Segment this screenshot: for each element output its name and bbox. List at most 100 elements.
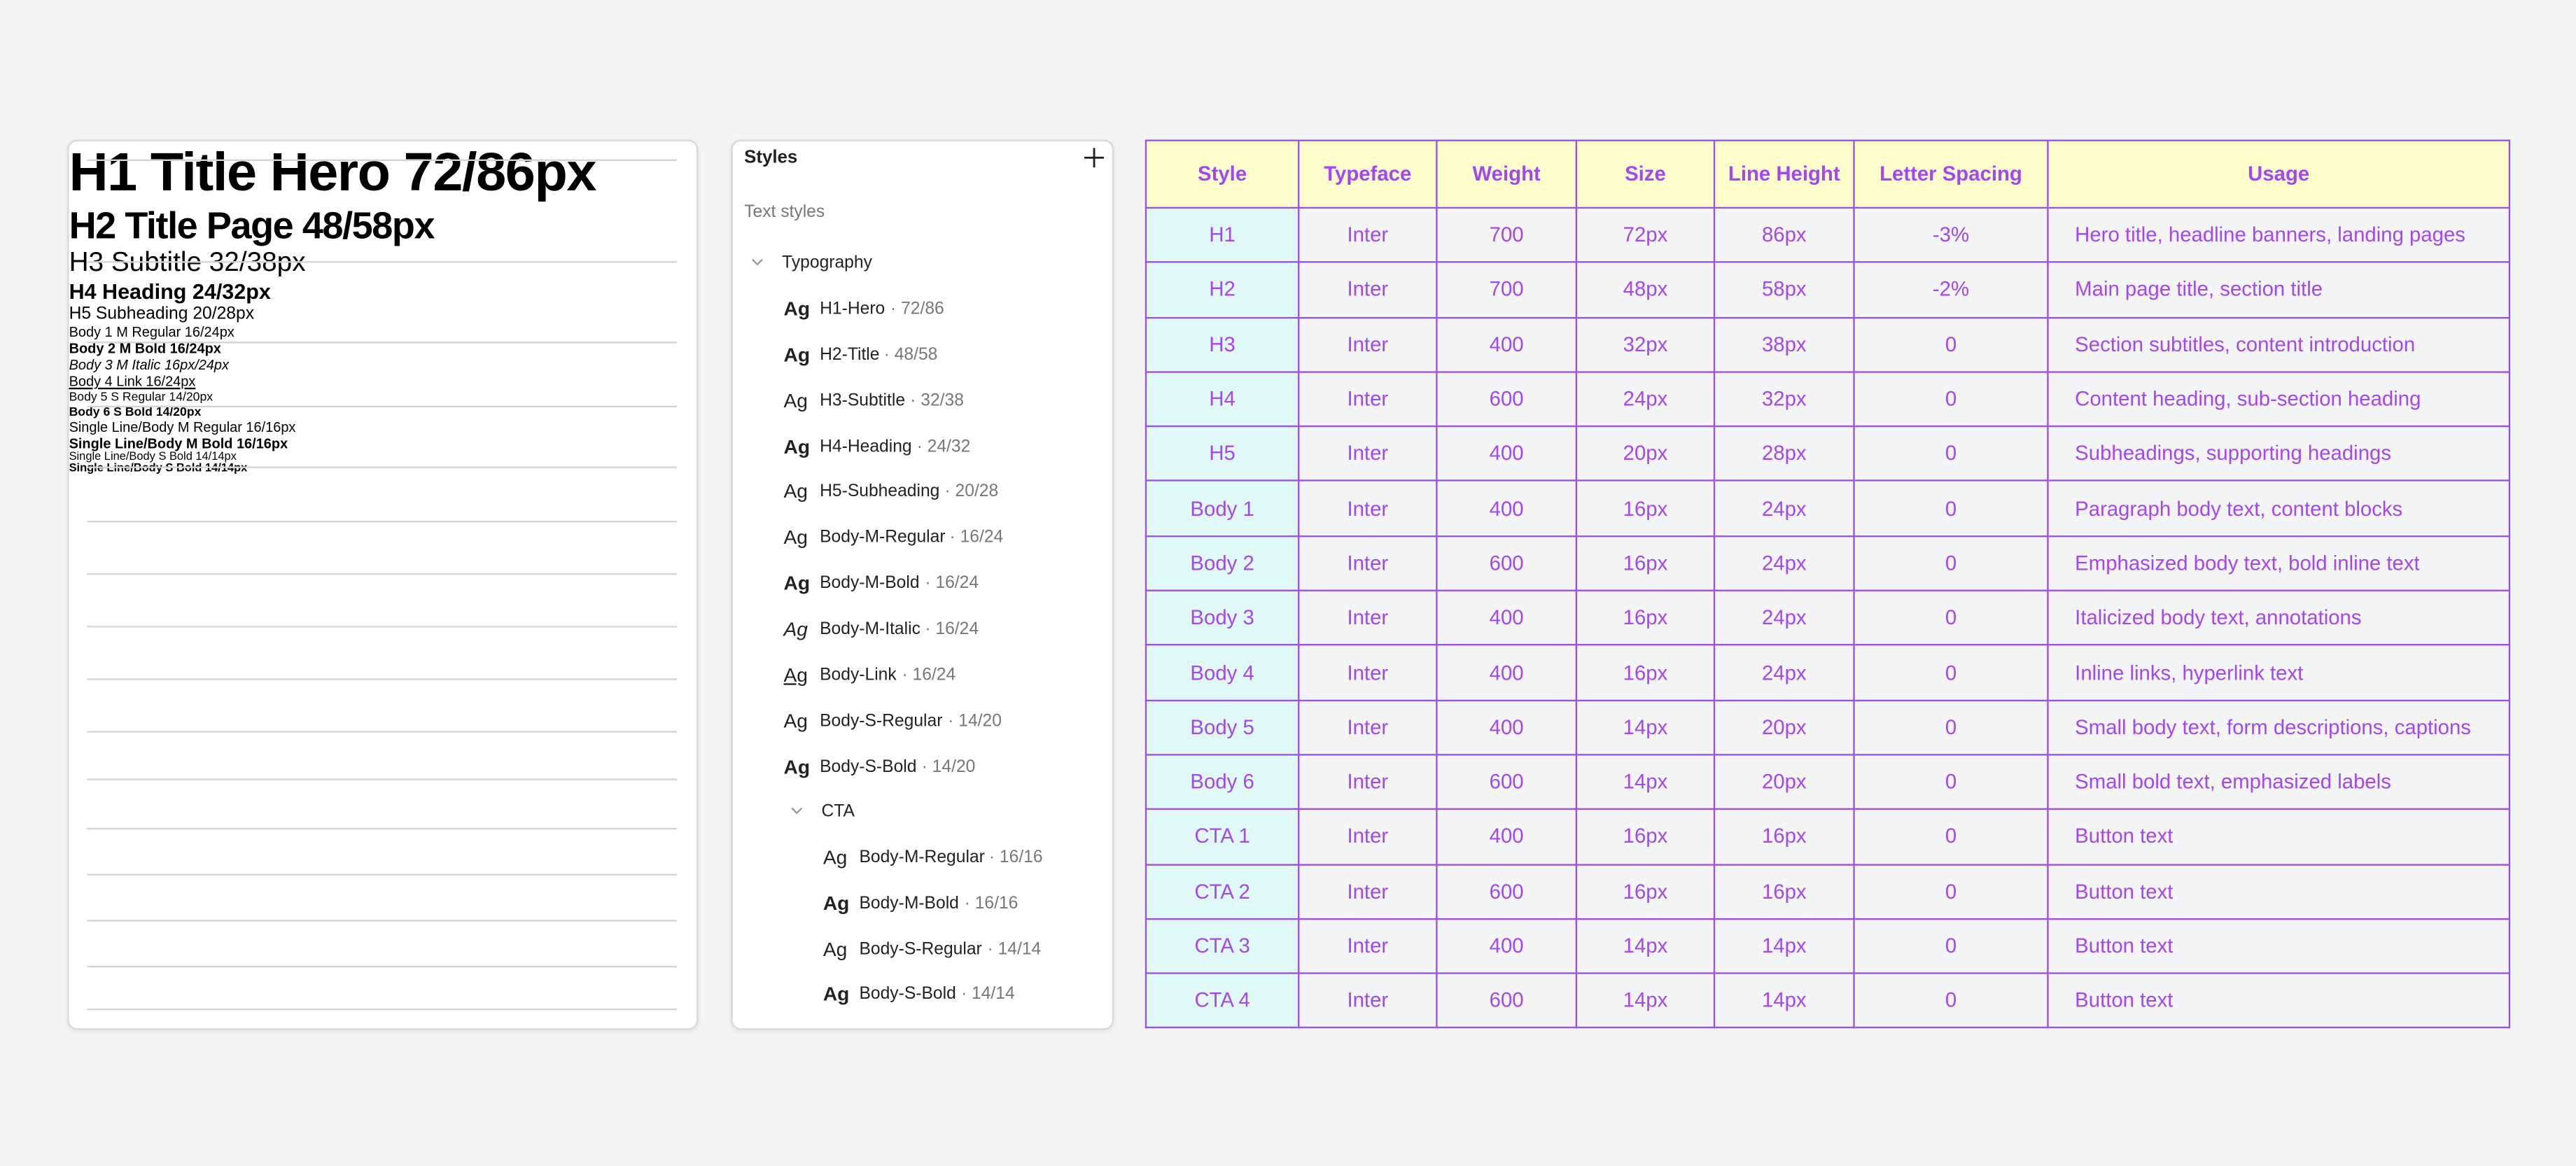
table-cell: 14px	[1575, 972, 1716, 1030]
table-cell: 0	[1853, 316, 2049, 373]
table-cell: Subheadings, supporting headings	[2047, 426, 2511, 482]
style-name[interactable]: Body-S-Regular	[859, 939, 982, 959]
style-icon[interactable]: Ag	[822, 845, 848, 869]
table-cell: Button text	[2047, 808, 2511, 865]
table-cell: Section subtitles, content introduction	[2047, 316, 2511, 373]
table-cell: 600	[1436, 535, 1578, 592]
table-cell: 400	[1436, 918, 1578, 975]
collapse-chevron[interactable]	[751, 258, 764, 267]
column-header: Line Height	[1713, 139, 1855, 209]
divider	[87, 573, 677, 575]
style-name[interactable]: H3-Subtitle	[820, 390, 906, 411]
table-cell: Inter	[1298, 972, 1438, 1030]
table-cell: 14px	[1713, 972, 1855, 1030]
collapse-chevron[interactable]	[790, 806, 804, 816]
style-icon[interactable]: Ag	[783, 709, 808, 732]
style-spec: · 16/16	[964, 893, 1018, 913]
table-cell: Inter	[1298, 808, 1438, 865]
divider	[87, 731, 677, 733]
style-name[interactable]: Body-M-Italic	[820, 619, 920, 639]
style-name[interactable]: Body-M-Regular	[859, 848, 985, 868]
table-cell: 700	[1436, 261, 1578, 318]
table-cell: 16px	[1713, 863, 1855, 920]
style-icon[interactable]: Ag	[822, 983, 850, 1006]
table-cell: 32px	[1713, 371, 1855, 428]
subgroup-label[interactable]: CTA	[821, 801, 855, 822]
style-icon[interactable]: Ag	[783, 434, 811, 458]
table-cell: 14px	[1575, 754, 1716, 810]
type-sample: Body 4 Link 16/24px	[69, 372, 196, 390]
table-cell: Inter	[1298, 316, 1438, 373]
style-spec: · 16/24	[925, 573, 979, 593]
style-icon[interactable]: Ag	[783, 754, 811, 778]
group-label[interactable]: Typography	[782, 253, 872, 273]
table-cell: 0	[1853, 754, 2049, 810]
column-header: Size	[1575, 139, 1716, 209]
table-cell: 0	[1853, 589, 2049, 647]
style-icon[interactable]: Ag	[783, 480, 808, 504]
table-row: CTA 4 Inter 600 14px 14px 0 Button text	[1144, 972, 2511, 1030]
table-cell: 20px	[1713, 754, 1855, 810]
divider	[87, 678, 677, 680]
divider	[87, 466, 677, 468]
style-icon[interactable]: Ag	[783, 388, 808, 412]
divider	[87, 261, 677, 263]
table-row: H5 Inter 400 20px 28px 0 Subheadings, supporti…	[1144, 426, 2511, 482]
typography-table: Style Typeface Weight Size Line Height Letter…	[1144, 139, 2511, 1030]
style-icon[interactable]: Ag	[822, 891, 850, 915]
column-header: Weight	[1436, 139, 1578, 209]
style-name[interactable]: Body-S-Bold	[820, 756, 917, 776]
style-name[interactable]: H1-Hero	[820, 299, 886, 319]
type-sample: Single Line/Body M Regular 16/16px	[69, 419, 296, 435]
table-cell: Inter	[1298, 754, 1438, 810]
table-cell: Inter	[1298, 535, 1438, 592]
table-cell: 600	[1436, 754, 1578, 810]
table-cell: 0	[1853, 808, 2049, 865]
style-name[interactable]: Body-S-Regular	[820, 710, 943, 731]
column-header: Style	[1144, 139, 1300, 209]
table-cell: Button text	[2047, 972, 2511, 1030]
style-icon[interactable]: Ag	[783, 343, 811, 367]
styles-panel: Styles Text styles Typography CTA Ag H1-H…	[731, 139, 1114, 1030]
table-row: Body 6 Inter 600 14px 20px 0 Small bold text, …	[1144, 754, 2511, 810]
table-cell: 600	[1436, 371, 1578, 428]
style-name[interactable]: Body-M-Regular	[820, 527, 946, 548]
style-name[interactable]: Body-M-Bold	[820, 573, 920, 593]
divider	[87, 873, 677, 876]
table-row: H3 Inter 400 32px 38px 0 Section subtitles, co…	[1144, 316, 2511, 373]
style-icon[interactable]: Ag	[783, 617, 808, 641]
divider	[87, 827, 677, 830]
add-style-button[interactable]	[1084, 148, 1105, 168]
table-row: Body 3 Inter 400 16px 24px 0 Italicized body t…	[1144, 589, 2511, 647]
style-icon[interactable]: Ag	[783, 571, 811, 595]
style-icon[interactable]: Ag	[783, 297, 811, 321]
table-row: H1 Inter 700 72px 86px -3% Hero title, headlin…	[1144, 206, 2511, 264]
style-name[interactable]: H5-Subheading	[820, 482, 940, 502]
table-cell: 400	[1436, 699, 1578, 756]
style-icon[interactable]: Ag	[783, 526, 808, 549]
type-sample: Single Line/Body M Bold 16/16px	[69, 435, 288, 452]
style-name[interactable]: H2-Title	[820, 344, 880, 365]
style-name[interactable]: Body-M-Bold	[859, 893, 959, 913]
table-row: CTA 3 Inter 400 14px 14px 0 Button text	[1144, 918, 2511, 975]
table-cell: Body 5	[1144, 699, 1300, 756]
table-cell: CTA 4	[1144, 972, 1300, 1030]
style-icon[interactable]: Ag	[822, 937, 848, 961]
style-icon[interactable]: Ag	[783, 663, 808, 687]
table-cell: Small body text, form descriptions, capt…	[2047, 699, 2511, 756]
style-name[interactable]: H4-Heading	[820, 436, 912, 456]
table-cell: 0	[1853, 535, 2049, 592]
table-cell: H5	[1144, 426, 1300, 482]
type-sample: H2 Title Page 48/58px	[69, 204, 435, 247]
type-sample: H5 Subheading 20/28px	[69, 304, 255, 324]
table-cell: Inline links, hyperlink text	[2047, 644, 2511, 701]
table-cell: 32px	[1575, 316, 1716, 373]
style-name[interactable]: Body-Link	[820, 665, 897, 685]
table-cell: Inter	[1298, 371, 1438, 428]
table-cell: 24px	[1713, 589, 1855, 647]
style-name[interactable]: Body-S-Bold	[859, 984, 956, 1004]
table-cell: H2	[1144, 261, 1300, 318]
table-cell: 0	[1853, 480, 2049, 537]
